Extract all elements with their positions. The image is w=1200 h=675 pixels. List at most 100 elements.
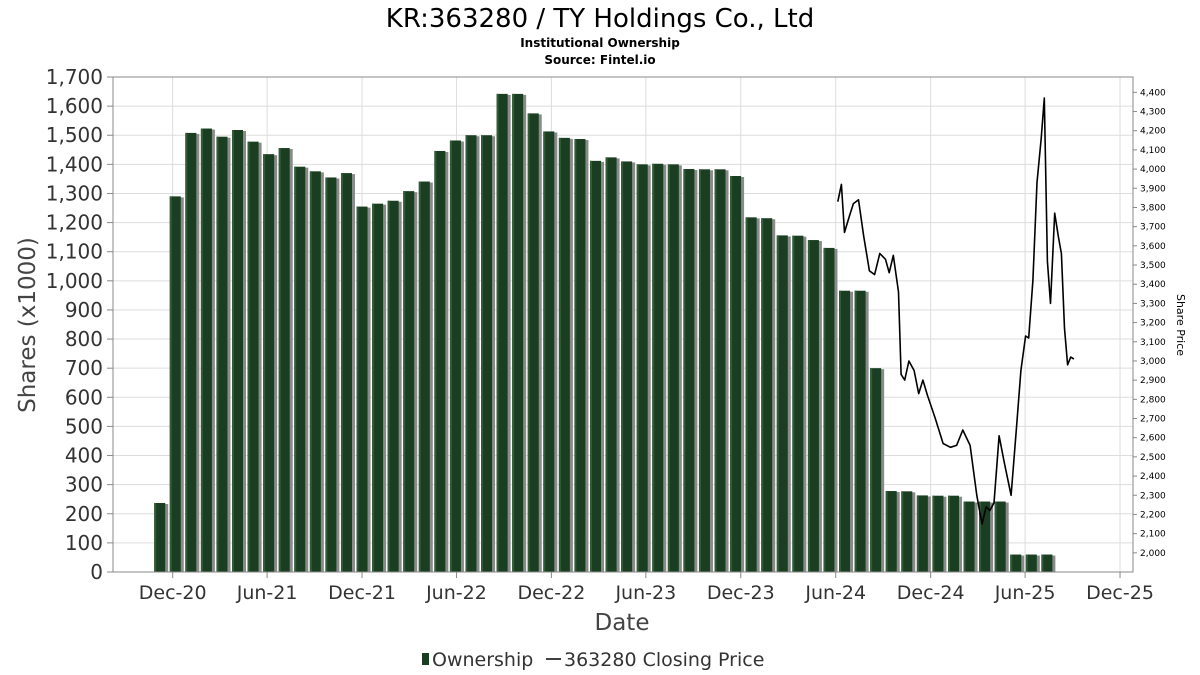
ownership-bar-highlight (1025, 554, 1028, 572)
x-tick-label: Dec-22 (517, 582, 585, 604)
y2-tick-label: 3,700 (1140, 223, 1166, 233)
ownership-bar-body (994, 501, 1006, 572)
ownership-bar-highlight (1010, 554, 1013, 572)
ownership-bar (200, 128, 215, 572)
ownership-bar (512, 93, 527, 572)
ownership-bar-highlight (574, 139, 577, 573)
x-tick-label: Jun-23 (614, 582, 676, 604)
ownership-bar-body (496, 93, 508, 572)
legend: Ownership 363280 Closing Price (422, 649, 764, 671)
ownership-bar-highlight (776, 235, 779, 572)
y2-tick-label: 3,500 (1140, 261, 1166, 271)
ownership-bar (278, 148, 293, 572)
y-tick-label: 600 (65, 385, 103, 409)
ownership-bar-body (403, 191, 415, 572)
ownership-bar-body (963, 501, 975, 572)
chart-title: KR:363280 / TY Holdings Co., Ltd (386, 4, 814, 34)
y2-tick-label: 4,100 (1140, 146, 1166, 156)
ownership-bar-highlight (1041, 554, 1044, 572)
ownership-bar-highlight (169, 196, 172, 572)
ownership-bar (558, 137, 573, 572)
ownership-bar-highlight (652, 163, 655, 573)
x-axis-label: Date (595, 610, 650, 636)
ownership-bar-highlight (854, 290, 857, 572)
ownership-bar-highlight (590, 160, 593, 572)
ownership-bar-body (543, 131, 555, 572)
y2-tick-label: 3,100 (1140, 338, 1166, 348)
ownership-bar-highlight (294, 166, 297, 572)
x-tick-label: Dec-20 (139, 582, 207, 604)
ownership-bar-highlight (947, 495, 950, 572)
x-tick-label: Dec-23 (707, 582, 775, 604)
ownership-bar (340, 173, 355, 572)
ownership-bar-body (1025, 554, 1037, 572)
legend-ownership-label: Ownership (432, 649, 533, 671)
ownership-bar-body (590, 160, 602, 572)
y2-tick-label: 2,800 (1140, 395, 1166, 405)
ownership-bar-body (418, 181, 430, 572)
ownership-bar (885, 491, 900, 572)
y2-tick-label: 4,300 (1140, 108, 1166, 118)
price-line (837, 97, 1075, 525)
ownership-bar-body (558, 137, 570, 572)
ownership-bar (839, 290, 854, 572)
y-tick-label: 100 (65, 531, 103, 555)
y-axis-label: Shares (x1000) (15, 237, 41, 413)
x-tick-label: Dec-25 (1086, 582, 1154, 604)
ownership-bar (636, 164, 651, 572)
ownership-bar-body (652, 163, 664, 573)
ownership-bar-highlight (200, 128, 203, 572)
ownership-bar (994, 501, 1009, 572)
y2-tick-label: 2,300 (1140, 491, 1166, 501)
y-tick-label: 1,000 (46, 269, 103, 293)
y2-tick-label: 2,600 (1140, 434, 1166, 444)
ownership-bar-highlight (512, 93, 515, 572)
ownership-bar (652, 163, 667, 573)
ownership-bar (449, 140, 464, 572)
ownership-bar-body (605, 157, 617, 573)
y2-tick-label: 2,100 (1140, 530, 1166, 540)
ownership-bar-highlight (340, 173, 343, 572)
ownership-bar-body (730, 176, 742, 572)
ownership-bar-body (372, 203, 384, 573)
ownership-bar-highlight (761, 218, 764, 572)
ownership-bar-body (465, 135, 477, 572)
ownership-bar-highlight (216, 136, 219, 573)
ownership-bar (854, 290, 869, 572)
y-tick-label: 1,100 (46, 240, 103, 264)
ownership-bar (698, 169, 713, 572)
ownership-bar-body (574, 139, 586, 573)
ownership-bar-body (714, 169, 726, 572)
y2-tick-label: 2,500 (1140, 453, 1166, 463)
ownership-bar-highlight (963, 501, 966, 572)
y-tick-label: 700 (65, 356, 103, 380)
ownership-bar-body (698, 169, 710, 572)
y2-axis-label: Share Price (1174, 294, 1187, 356)
y2-tick-label: 4,400 (1140, 88, 1166, 98)
y2-tick-label: 3,600 (1140, 242, 1166, 252)
axes-layer (112, 77, 1134, 573)
ownership-bar-highlight (621, 161, 624, 573)
ownership-bar-highlight (605, 157, 608, 573)
ownership-bar-body (481, 135, 493, 572)
ownership-bar-highlight (916, 495, 919, 572)
y-tick-label: 1,300 (46, 181, 103, 205)
ownership-bar-body (216, 136, 228, 573)
ownership-bar-highlight (558, 137, 561, 572)
ownership-bar-body (979, 501, 991, 572)
ownership-bar (916, 495, 931, 572)
ownership-bar-body (839, 290, 851, 572)
ownership-bar (667, 164, 682, 572)
y2-tick-label: 3,400 (1140, 280, 1166, 290)
ownership-bar-body (823, 247, 835, 572)
ownership-bar (947, 495, 962, 572)
ownership-bar (745, 217, 760, 573)
ownership-bar (294, 166, 309, 572)
ownership-bar-highlight (932, 495, 935, 572)
x-tick-label: Jun-21 (236, 582, 298, 604)
ownership-bar (932, 495, 947, 572)
y2-tick-label: 2,000 (1140, 549, 1166, 559)
ownership-bar-body (387, 200, 399, 572)
ownership-bar (465, 135, 480, 572)
